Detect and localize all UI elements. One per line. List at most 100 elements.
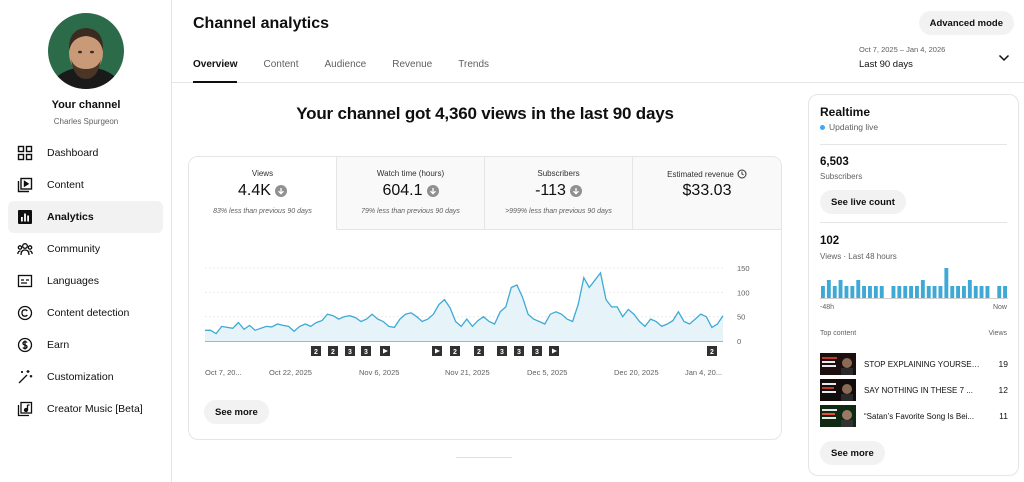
channel-name: Charles Spurgeon <box>53 117 119 126</box>
video-marker-count: 3 <box>364 349 368 356</box>
arrow-down-icon <box>426 185 439 197</box>
play-icon <box>435 348 440 354</box>
video-marker <box>328 346 338 356</box>
sidebar-nav: Dashboard Content Analytics Community La… <box>8 137 163 425</box>
metric-watch-time[interactable]: Watch time (hours) 604.1 79% less than p… <box>337 157 485 230</box>
y-tick-label: 0 <box>737 337 741 346</box>
video-marker-count: 3 <box>348 349 352 356</box>
video-marker-count: 3 <box>517 349 521 356</box>
tab-overview[interactable]: Overview <box>193 59 238 83</box>
sidebar-item-languages[interactable]: Languages <box>8 265 163 297</box>
live-dot-icon <box>820 124 825 130</box>
realtime-bar <box>844 286 849 298</box>
metric-value: $33.03 <box>682 182 732 199</box>
video-title: SAY NOTHING IN THESE 7 ... <box>864 385 973 395</box>
realtime-bar-chart[interactable] <box>820 267 1008 299</box>
arrow-down-icon <box>569 185 582 197</box>
metric-label: Watch time (hours) <box>376 169 445 178</box>
video-marker-count: 3 <box>535 349 539 356</box>
metric-revenue[interactable]: Estimated revenue $33.03 <box>633 157 781 230</box>
realtime-bar <box>979 286 984 298</box>
x-tick-label: Dec 5, 2025 <box>527 368 567 377</box>
tab-audience[interactable]: Audience <box>324 59 367 70</box>
video-views: 12 <box>998 385 1008 395</box>
sidebar-item-analytics[interactable]: Analytics <box>8 201 163 233</box>
sidebar-item-label: Customization <box>47 371 114 383</box>
avatar[interactable] <box>48 13 124 89</box>
sidebar-item-label: Creator Music [Beta] <box>47 403 143 415</box>
video-marker <box>361 346 371 356</box>
top-content-item[interactable]: SAY NOTHING IN THESE 7 ... 12 <box>820 379 1008 401</box>
date-range-label: Last 90 days <box>859 59 913 70</box>
realtime-bar <box>985 286 990 298</box>
see-more-button[interactable]: See more <box>820 441 885 465</box>
date-range-selector[interactable]: Oct 7, 2025 – Jan 4, 2026 Last 90 days <box>859 45 945 70</box>
metric-comparison: >999% less than previous 90 days <box>505 208 612 215</box>
realtime-bar <box>1003 286 1007 298</box>
views-chart[interactable]: 0 50 100 150 2 2 3 3 2 2 3 3 3 2 Oct 7, 20... Oct 22, 2… <box>189 230 782 390</box>
x-tick-label: Oct 7, 20... <box>205 368 242 377</box>
magic-wand-icon <box>17 369 33 385</box>
realtime-bar <box>938 286 943 298</box>
sidebar-item-customization[interactable]: Customization <box>8 361 163 393</box>
advanced-mode-button[interactable]: Advanced mode <box>918 11 1014 35</box>
sidebar-item-community[interactable]: Community <box>8 233 163 265</box>
realtime-bar <box>932 286 937 298</box>
realtime-bar <box>821 286 825 298</box>
realtime-bar <box>920 280 925 298</box>
video-marker <box>450 346 460 356</box>
realtime-card: Realtime Updating live 6,503 Subscribers… <box>808 94 1019 476</box>
y-tick-label: 150 <box>737 264 750 273</box>
sidebar-item-content-detection[interactable]: Content detection <box>8 297 163 329</box>
tab-bar: Overview Content Audience Revenue Trends <box>193 59 515 83</box>
subscriber-count: 6,503 <box>820 156 849 168</box>
video-thumbnail <box>820 379 856 401</box>
video-marker-count: 2 <box>477 349 481 356</box>
tab-trends[interactable]: Trends <box>458 59 490 70</box>
metric-value: 4.4K <box>238 182 271 199</box>
clock-icon <box>737 169 747 179</box>
languages-icon <box>17 273 33 289</box>
metric-subscribers[interactable]: Subscribers -113 >999% less than previou… <box>485 157 633 230</box>
top-content-item[interactable]: STOP EXPLAINING YOURSELF... 19 <box>820 353 1008 375</box>
video-marker <box>532 346 542 356</box>
video-thumbnail <box>820 353 856 375</box>
realtime-bar <box>850 286 855 298</box>
sidebar-item-dashboard[interactable]: Dashboard <box>8 137 163 169</box>
live-status: Updating live <box>820 122 878 132</box>
sidebar-item-creator-music[interactable]: Creator Music [Beta] <box>8 393 163 425</box>
chevron-down-icon[interactable] <box>998 53 1010 63</box>
tab-revenue[interactable]: Revenue <box>392 59 433 70</box>
video-marker <box>474 346 484 356</box>
realtime-bar <box>897 286 902 298</box>
tab-content[interactable]: Content <box>263 59 299 70</box>
metric-label: Subscribers <box>537 169 580 178</box>
sidebar-item-label: Analytics <box>47 211 94 223</box>
divider <box>820 222 1007 223</box>
date-range-dates: Oct 7, 2025 – Jan 4, 2026 <box>859 45 946 54</box>
see-live-count-button[interactable]: See live count <box>820 190 906 214</box>
sidebar-item-label: Content <box>47 179 84 191</box>
divider <box>456 457 512 458</box>
sidebar-item-content[interactable]: Content <box>8 169 163 201</box>
metric-views[interactable]: Views 4.4K 83% less than previous 90 day… <box>189 157 337 230</box>
sidebar-item-earn[interactable]: Earn <box>8 329 163 361</box>
top-content-item[interactable]: “Satan’s Favorite Song Is Bei... 11 <box>820 405 1008 427</box>
realtime-bar <box>838 280 843 298</box>
realtime-bar <box>926 286 931 298</box>
x-tick-label: Dec 20, 2025 <box>614 368 659 377</box>
realtime-bar <box>873 286 878 298</box>
realtime-bar <box>997 286 1002 298</box>
series-area <box>205 272 723 341</box>
video-title: “Satan’s Favorite Song Is Bei... <box>864 411 975 421</box>
video-marker-count: 3 <box>500 349 504 356</box>
sidebar-item-label: Dashboard <box>47 147 99 159</box>
video-marker-count: 2 <box>314 349 318 356</box>
arrow-down-icon <box>274 185 287 197</box>
metric-value: 604.1 <box>382 182 423 199</box>
see-more-button[interactable]: See more <box>204 400 269 424</box>
video-thumbnail <box>820 405 856 427</box>
metric-tabs: Views 4.4K 83% less than previous 90 day… <box>189 157 781 230</box>
video-marker <box>311 346 321 356</box>
metric-label: Estimated revenue <box>667 169 734 179</box>
